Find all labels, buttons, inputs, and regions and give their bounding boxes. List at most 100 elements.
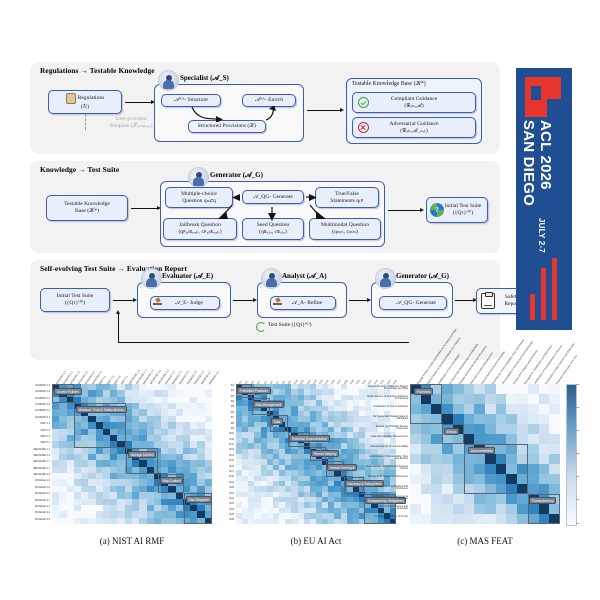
heatmap-cell (279, 394, 286, 401)
heatmap-cell (365, 486, 372, 492)
heatmap-cell (254, 497, 261, 503)
heatmap-cell (161, 428, 169, 435)
heatmap-cell (485, 504, 496, 514)
heatmap-cell (527, 474, 539, 484)
heatmap-cell (352, 497, 360, 503)
heatmap-cell (452, 454, 464, 464)
heatmap-cell (485, 424, 496, 434)
heatmap-cell (316, 421, 323, 428)
heatmap-cell (161, 460, 169, 467)
feedback-arrow-head (115, 310, 120, 322)
heatmap-cell (297, 427, 304, 433)
heatmap-cell (303, 486, 310, 492)
heatmap-cell (161, 473, 169, 480)
heatmap-cell (365, 454, 372, 460)
heatmap-cell (153, 498, 162, 505)
heatmap-cell (383, 394, 390, 401)
test-suite-icon: ? (430, 203, 444, 217)
heatmap-cell (102, 485, 111, 493)
heatmap-cell (389, 454, 396, 460)
heatmap-cell (420, 394, 432, 404)
group-specialist (154, 84, 304, 142)
heatmap-cell (254, 475, 261, 481)
heatmap-cell (153, 396, 162, 404)
heatmap-cell (66, 441, 74, 448)
heatmap-cell (204, 454, 212, 461)
heatmap-cell (117, 511, 125, 518)
heatmap-cell (248, 427, 255, 433)
heatmap-row-label: MANAGE 4.2 (34, 511, 50, 515)
heatmap-cell (260, 464, 267, 471)
heatmap-cell (182, 396, 191, 404)
heatmap-cell (175, 517, 183, 524)
heatmap-cell (236, 405, 243, 411)
heatmap-cell (309, 497, 316, 503)
heatmap-cell (139, 409, 147, 416)
node-e-judge-label: 𝒜_E- Judge (175, 299, 203, 306)
heatmap-cell (352, 518, 360, 524)
heatmap-cell (303, 470, 310, 476)
heatmap-cell (279, 405, 286, 411)
heatmap-cell (328, 470, 335, 476)
node-mcq: Multiple-choice Question qₘ𝑐q (165, 187, 233, 208)
heatmap-row-label: R24 (229, 507, 234, 511)
heatmap-cell (309, 416, 316, 422)
heatmap-cell (322, 459, 329, 465)
heatmap-row-label: Accountability to Internal and External … (366, 464, 408, 471)
heatmap-cell (383, 518, 390, 524)
node-tf-line1: True/False (335, 190, 359, 197)
heatmap-cell (272, 454, 280, 460)
heatmap-cell (88, 454, 96, 461)
heatmap-cell (297, 405, 304, 411)
heatmap-cell (431, 424, 443, 434)
heatmap-cell (279, 507, 286, 514)
heatmap-cell (52, 384, 60, 391)
arrow-generator-to-suite (388, 207, 424, 212)
heatmap-cell (334, 400, 341, 406)
heatmap-cell (549, 394, 560, 404)
heatmap-cell (297, 443, 304, 449)
heatmap-cell (431, 514, 443, 524)
group-label-analyst: Analyst (𝒜_A) (282, 272, 327, 280)
heatmap-mas-block (528, 494, 560, 524)
heatmap-eu-block-label: Prohibited Practices (237, 387, 271, 395)
heatmap-cell (242, 475, 249, 481)
heatmap-cell (291, 475, 298, 481)
heatmap-cell (204, 441, 212, 448)
heatmap-cell (117, 479, 125, 486)
heatmap-eu-block-label: Technical Documentation (289, 435, 330, 443)
heatmap-cell (463, 384, 475, 394)
heatmap-row-label: MANAGE 1.2 (34, 479, 50, 483)
heatmap-cell (66, 511, 74, 518)
node-its-line2: ({Qτ}⁽⁰⁾) (452, 210, 474, 216)
heatmap-cell (81, 441, 89, 448)
group-label-testable-kb: Testable Knowledge Base (𝒦*) (352, 81, 426, 87)
heatmap-cell (346, 518, 353, 524)
heatmap-cell (117, 447, 125, 454)
heatmap-cell (389, 443, 396, 449)
heatmap-cell (285, 475, 292, 481)
heatmap-cell (352, 384, 360, 390)
heatmap-cell (260, 459, 267, 465)
heatmap-cell (527, 504, 539, 514)
heatmap-cell (328, 427, 335, 433)
heatmap-cell (52, 409, 60, 416)
heatmap-cell (383, 470, 390, 476)
heatmap-cell (236, 486, 243, 492)
heatmap-cell (132, 479, 140, 486)
heatmap-cell (182, 434, 191, 442)
heatmap-cell (59, 479, 67, 486)
heatmap-cell (124, 415, 132, 423)
heatmap-cell (190, 409, 198, 416)
heatmap-cell (346, 486, 353, 492)
heatmap-cell (291, 513, 298, 519)
heatmap-cell (352, 437, 360, 444)
heatmap-cell (242, 432, 249, 438)
heatmap-cell (285, 384, 292, 390)
specialist-avatar (158, 70, 179, 91)
heatmap-cell (346, 405, 353, 411)
heatmap-cell (117, 384, 125, 391)
heatmap-row-label: MAP 2.3 (40, 428, 50, 432)
heatmap-cell (59, 460, 67, 467)
heatmap-cell (538, 464, 550, 474)
